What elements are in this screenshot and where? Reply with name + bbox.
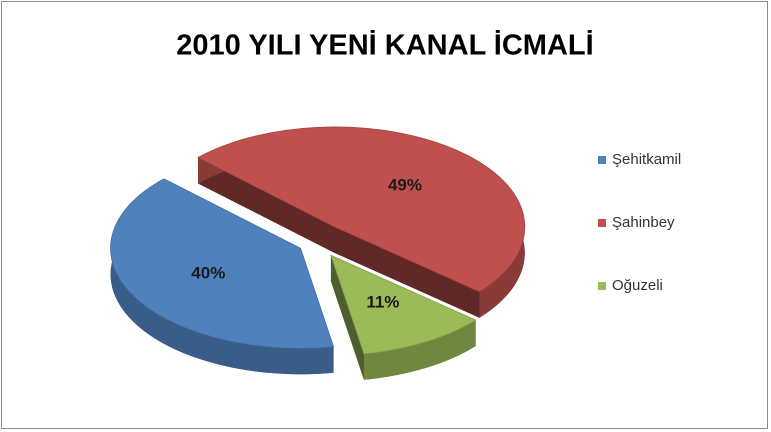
slice-wall: [334, 226, 480, 318]
legend-label: Oğuzeli: [612, 277, 663, 294]
slice-wall: [198, 157, 335, 253]
slice-top: [330, 254, 477, 355]
slice-top: [110, 178, 335, 349]
chart-title: 2010 YILI YENİ KANAL İCMALİ: [176, 30, 593, 62]
pie-slice: [110, 178, 335, 375]
pie-slice: [330, 254, 477, 380]
legend-label: Şehitkamil: [612, 151, 681, 168]
data-label: 40%: [191, 264, 225, 283]
slice-side: [363, 320, 476, 380]
slice-wall: [330, 255, 364, 380]
data-label: 49%: [388, 176, 422, 195]
legend-label: Şahinbey: [612, 214, 675, 231]
slice-side: [110, 178, 334, 375]
legend-swatch: [598, 282, 606, 290]
legend-swatch: [598, 219, 606, 227]
data-label: 11%: [366, 292, 399, 311]
pie-slice: [197, 126, 526, 318]
slice-top: [197, 126, 526, 293]
legend-swatch: [598, 156, 606, 164]
